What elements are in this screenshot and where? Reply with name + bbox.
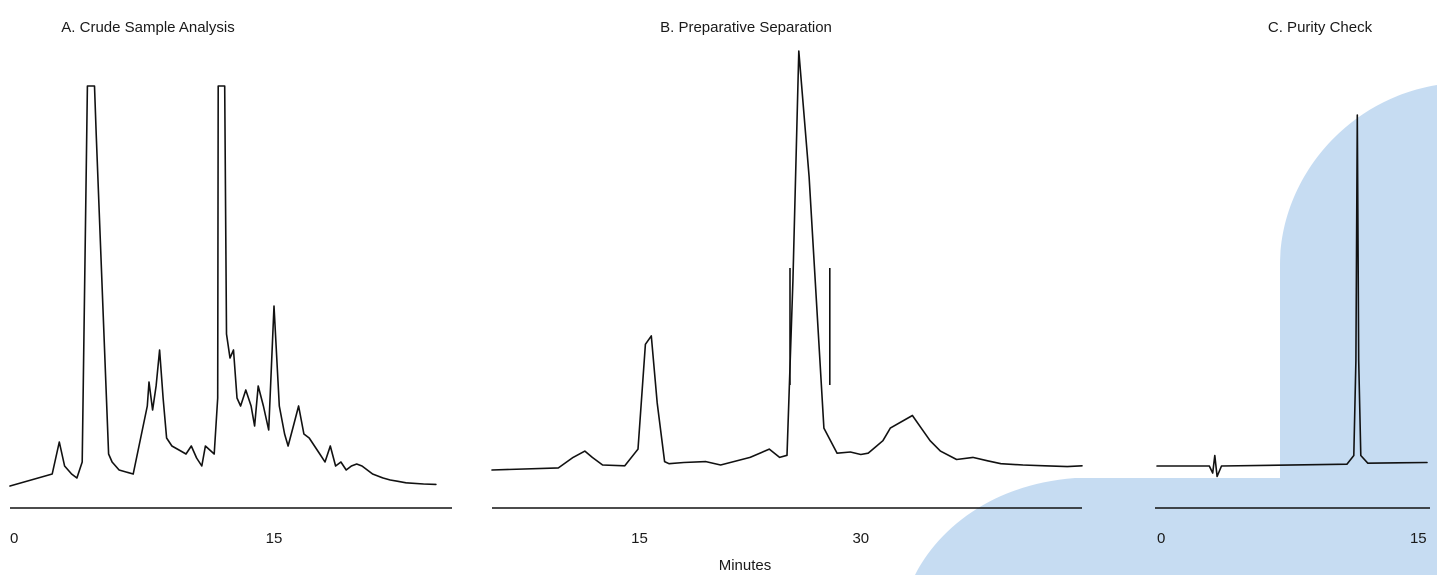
panel-c: C. Purity Check 0 15 — [1155, 19, 1430, 547]
panel-b-tick-label: 15 — [631, 530, 648, 547]
x-axis-title: Minutes — [719, 557, 772, 574]
panel-a-trace — [9, 85, 437, 487]
panel-b-trace — [491, 50, 1083, 471]
panel-c-ticks: 0 15 — [1157, 530, 1427, 547]
panel-a-title: A. Crude Sample Analysis — [61, 19, 234, 36]
panel-c-trace — [1156, 114, 1428, 478]
panel-c-title: C. Purity Check — [1268, 19, 1373, 36]
highlight-background — [915, 85, 1437, 575]
panel-c-tick-label: 15 — [1410, 530, 1427, 547]
panel-b-tick-label: 30 — [852, 530, 869, 547]
panel-a-ticks: 0 15 — [10, 530, 282, 547]
panel-b-title: B. Preparative Separation — [660, 19, 832, 36]
panel-b-ticks: 15 30 — [631, 530, 869, 547]
panel-a-tick-label: 0 — [10, 530, 18, 547]
panel-c-tick-label: 0 — [1157, 530, 1165, 547]
panel-b-fraction-cuts — [789, 268, 831, 385]
panel-b: B. Preparative Separation 15 30 — [491, 19, 1083, 547]
panel-a-tick-label: 15 — [266, 530, 283, 547]
panel-a: A. Crude Sample Analysis 0 15 — [9, 19, 452, 547]
